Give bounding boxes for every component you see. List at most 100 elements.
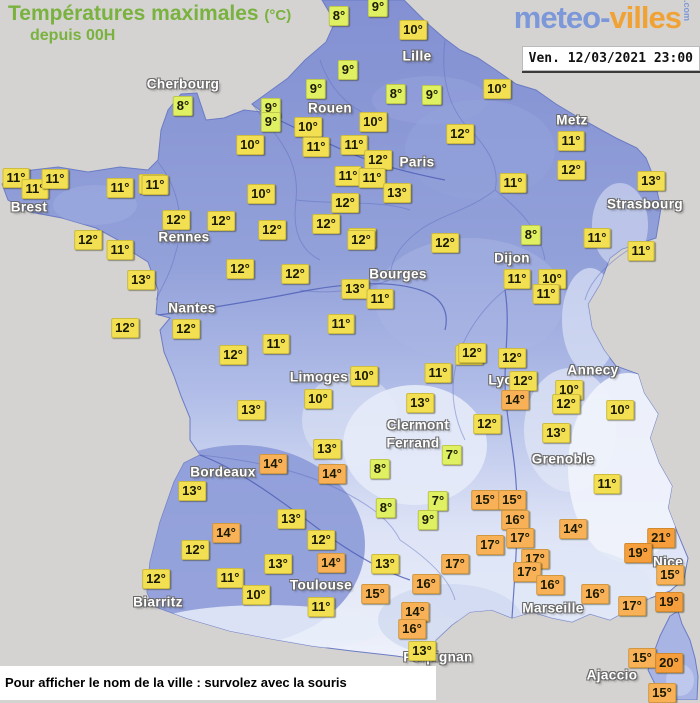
temp-badge[interactable]: 10° (606, 400, 634, 420)
temp-badge[interactable]: 16° (536, 575, 564, 595)
temp-badge[interactable]: 10° (294, 117, 322, 137)
temp-badge[interactable]: 13° (383, 183, 411, 203)
temp-badge[interactable]: 12° (181, 540, 209, 560)
temp-badge[interactable]: 13° (178, 481, 206, 501)
temp-badge[interactable]: 12° (557, 160, 585, 180)
temp-badge[interactable]: 10° (483, 79, 511, 99)
temp-badge[interactable]: 16° (581, 584, 609, 604)
temp-badge[interactable]: 10° (399, 20, 427, 40)
temp-badge[interactable]: 16° (412, 574, 440, 594)
temp-badge[interactable]: 10° (350, 366, 378, 386)
temp-badge[interactable]: 9° (417, 510, 439, 530)
temp-badge[interactable]: 8° (520, 225, 542, 245)
temp-badge[interactable]: 17° (506, 528, 534, 548)
temp-badge[interactable]: 17° (618, 596, 646, 616)
temp-badge[interactable]: 12° (162, 210, 190, 230)
temp-badge[interactable]: 9° (260, 112, 282, 132)
temp-badge[interactable]: 11° (327, 314, 355, 334)
temp-badge[interactable]: 21° (647, 528, 675, 548)
temp-badge[interactable]: 12° (219, 345, 247, 365)
temp-badge[interactable]: 13° (237, 400, 265, 420)
temp-badge[interactable]: 8° (369, 459, 391, 479)
temp-badge[interactable]: 10° (247, 184, 275, 204)
temp-badge[interactable]: 11° (262, 334, 290, 354)
temp-badge[interactable]: 12° (74, 230, 102, 250)
temp-badge[interactable]: 12° (226, 259, 254, 279)
temp-badge[interactable]: 17° (476, 535, 504, 555)
temp-badge[interactable]: 10° (236, 135, 264, 155)
temp-badge[interactable]: 7° (427, 491, 449, 511)
temp-badge[interactable]: 12° (458, 343, 486, 363)
temp-badge[interactable]: 13° (542, 423, 570, 443)
temp-badge[interactable]: 12° (281, 264, 309, 284)
temp-badge[interactable]: 12° (431, 233, 459, 253)
temp-badge[interactable]: 13° (277, 509, 305, 529)
temp-badge[interactable]: 15° (628, 648, 656, 668)
temp-badge[interactable]: 11° (41, 169, 69, 189)
temp-badge[interactable]: 9° (367, 0, 389, 17)
temp-badge[interactable]: 16° (398, 619, 426, 639)
temp-badge[interactable]: 11° (334, 166, 362, 186)
temp-badge[interactable]: 13° (408, 641, 436, 661)
temp-badge[interactable]: 12° (473, 414, 501, 434)
temp-badge[interactable]: 10° (359, 112, 387, 132)
temp-badge[interactable]: 11° (532, 284, 560, 304)
temp-badge[interactable]: 19° (624, 543, 652, 563)
temp-badge[interactable]: 15° (648, 683, 676, 703)
temp-badge[interactable]: 10° (242, 585, 270, 605)
temp-badge[interactable]: 12° (347, 230, 375, 250)
temp-badge[interactable]: 14° (559, 519, 587, 539)
temp-badge[interactable]: 14° (212, 523, 240, 543)
temp-badge[interactable]: 12° (142, 569, 170, 589)
temp-badge[interactable]: 12° (111, 318, 139, 338)
temp-badge[interactable]: 20° (655, 653, 683, 673)
temp-badge[interactable]: 11° (358, 168, 386, 188)
temp-badge[interactable]: 15° (498, 490, 526, 510)
temp-badge[interactable]: 7° (441, 445, 463, 465)
temp-badge[interactable]: 17° (441, 554, 469, 574)
temp-badge[interactable]: 9° (421, 85, 443, 105)
temp-badge[interactable]: 15° (361, 584, 389, 604)
temp-badge[interactable]: 13° (406, 393, 434, 413)
temp-badge[interactable]: 11° (503, 269, 531, 289)
temp-badge[interactable]: 8° (385, 84, 407, 104)
temp-badge[interactable]: 13° (637, 171, 665, 191)
temp-badge[interactable]: 12° (498, 348, 526, 368)
temp-badge[interactable]: 11° (593, 474, 621, 494)
temp-badge[interactable]: 12° (331, 193, 359, 213)
temp-badge[interactable]: 11° (307, 597, 335, 617)
temp-badge[interactable]: 15° (656, 565, 684, 585)
temp-badge[interactable]: 12° (364, 150, 392, 170)
temp-badge[interactable]: 12° (552, 394, 580, 414)
temp-badge[interactable]: 9° (305, 79, 327, 99)
temp-badge[interactable]: 13° (264, 554, 292, 574)
temp-badge[interactable]: 14° (501, 390, 529, 410)
temp-badge[interactable]: 14° (317, 553, 345, 573)
temp-badge[interactable]: 16° (501, 510, 529, 530)
meteo-villes-logo[interactable]: meteo-villes.com (514, 0, 692, 36)
temp-badge[interactable]: 14° (318, 464, 346, 484)
temp-badge[interactable]: 11° (583, 228, 611, 248)
temp-badge[interactable]: 12° (207, 211, 235, 231)
temp-badge[interactable]: 11° (141, 175, 169, 195)
temp-badge[interactable]: 9° (337, 60, 359, 80)
temp-badge[interactable]: 12° (172, 319, 200, 339)
temp-badge[interactable]: 11° (216, 568, 244, 588)
temp-badge[interactable]: 11° (106, 240, 134, 260)
temp-badge[interactable]: 11° (106, 178, 134, 198)
temp-badge[interactable]: 13° (127, 270, 155, 290)
temp-badge[interactable]: 11° (499, 173, 527, 193)
temp-badge[interactable]: 8° (172, 96, 194, 116)
temp-badge[interactable]: 8° (328, 6, 350, 26)
temp-badge[interactable]: 10° (304, 389, 332, 409)
temp-badge[interactable]: 11° (557, 131, 585, 151)
temp-badge[interactable]: 11° (424, 363, 452, 383)
temp-badge[interactable]: 15° (471, 490, 499, 510)
temp-badge[interactable]: 13° (313, 439, 341, 459)
temp-badge[interactable]: 11° (366, 289, 394, 309)
temp-badge[interactable]: 11° (627, 241, 655, 261)
temp-badge[interactable]: 17° (513, 562, 541, 582)
temp-badge[interactable]: 13° (341, 279, 369, 299)
temp-badge[interactable]: 12° (509, 371, 537, 391)
temp-badge[interactable]: 8° (375, 498, 397, 518)
